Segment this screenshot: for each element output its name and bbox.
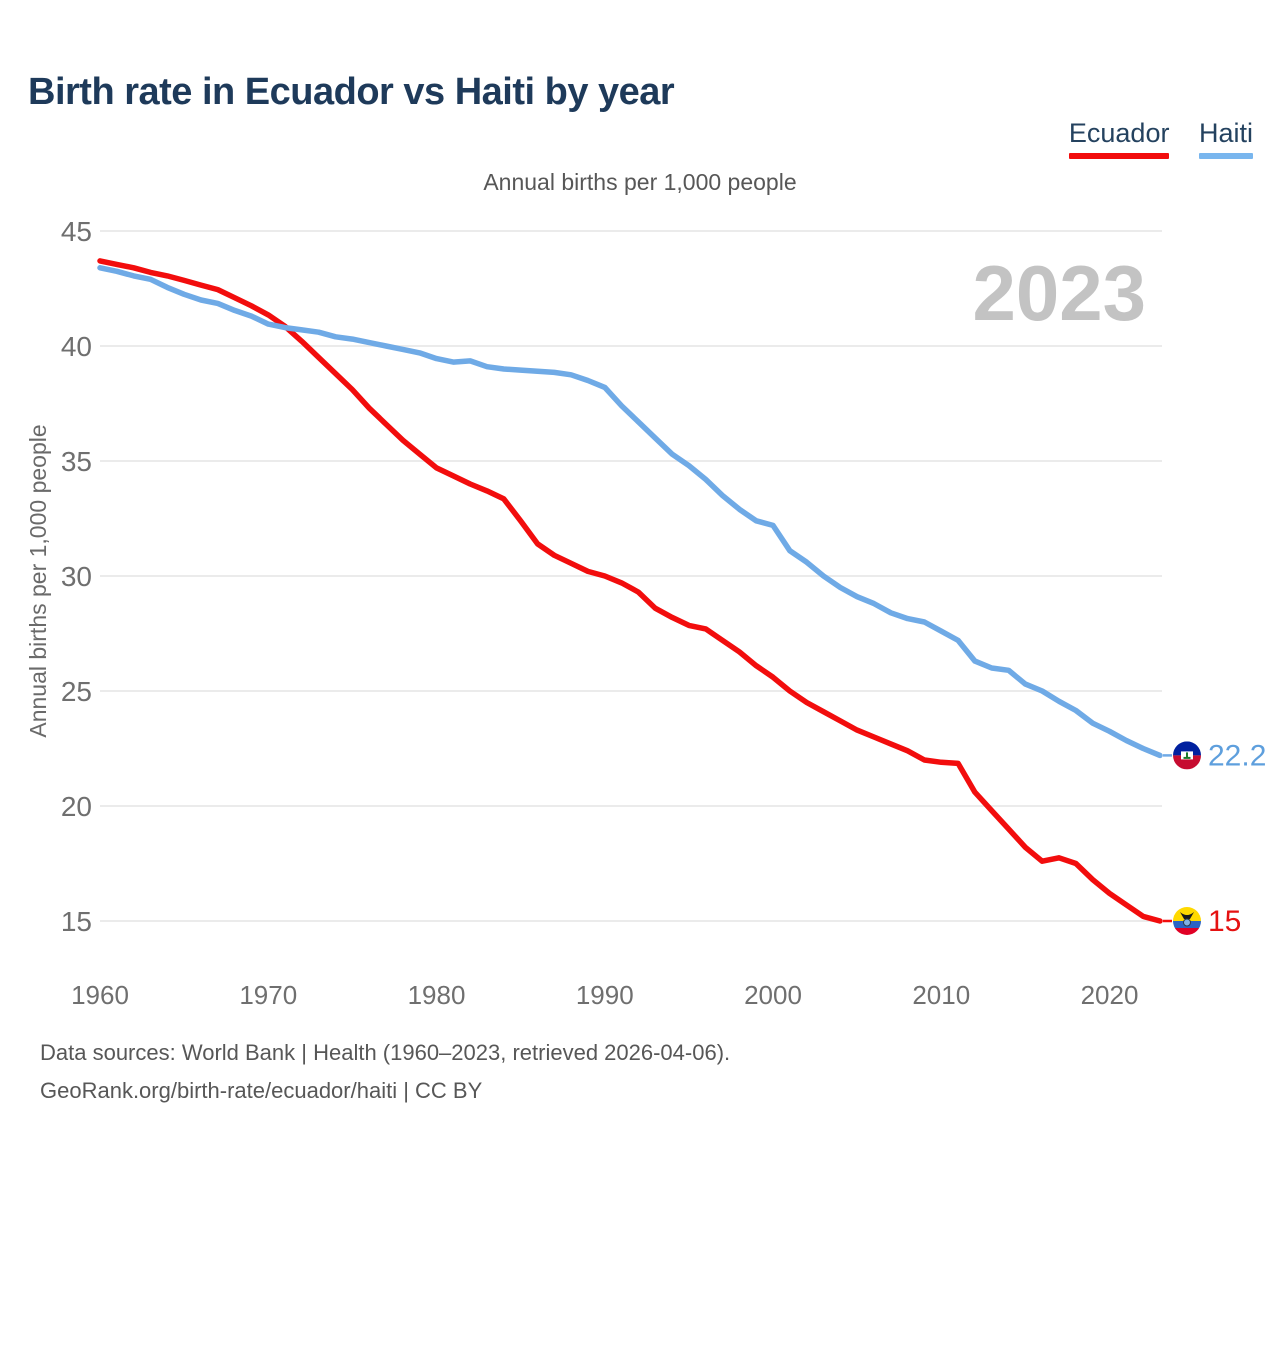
legend-label-ecuador: Ecuador [1068, 117, 1170, 148]
y-axis-tick-label: 30 [61, 561, 92, 592]
y-axis-tick-label: 45 [61, 216, 92, 247]
haiti-flag-icon [1173, 740, 1201, 769]
year-watermark: 2023 [972, 249, 1146, 337]
x-axis-tick-label: 2000 [744, 980, 802, 1010]
x-axis-tick-label: 2020 [1081, 980, 1139, 1010]
legend-label-haiti: Haiti [1198, 117, 1253, 148]
x-axis-tick-label: 2010 [912, 980, 970, 1010]
legend-underline-ecuador [1068, 152, 1170, 159]
x-axis-tick-label: 1960 [71, 980, 129, 1010]
chart-title: Birth rate in Ecuador vs Haiti by year [28, 71, 675, 113]
x-axis-tick-label: 1970 [239, 980, 297, 1010]
footer-sources: Data sources: World Bank | Health (1960–… [40, 1039, 731, 1065]
legend: Ecuador Haiti [0, 118, 1280, 159]
chart-subtitle: Annual births per 1,000 people [483, 168, 797, 195]
y-axis-tick-label: 20 [61, 791, 92, 822]
legend-item-ecuador[interactable]: Ecuador [1068, 117, 1170, 159]
footer: Data sources: World Bank | Health (1960–… [40, 1034, 1280, 1110]
haiti-end-value-label: 22.2 [1208, 739, 1266, 772]
page: Birth rate in Ecuador vs Haiti by year E… [0, 70, 1280, 1350]
y-axis-tick-label: 40 [61, 331, 92, 362]
x-axis-tick-label: 1990 [576, 980, 634, 1010]
y-axis-title: Annual births per 1,000 people [25, 424, 51, 737]
ecuador-line [97, 257, 1163, 924]
haiti-line [97, 264, 1163, 758]
legend-underline-haiti [1198, 152, 1253, 159]
x-axis-tick-label: 1980 [408, 980, 466, 1010]
y-axis-tick-label: 35 [61, 446, 92, 477]
ecuador-end-value-label: 15 [1208, 905, 1241, 938]
ecuador-flag-icon [1173, 906, 1201, 935]
footer-attribution: GeoRank.org/birth-rate/ecuador/haiti | C… [40, 1077, 483, 1103]
y-axis-tick-label: 15 [61, 906, 92, 937]
legend-item-haiti[interactable]: Haiti [1198, 117, 1253, 159]
line-chart: 45 40 35 30 25 20 15 1960 1970 1980 1990 2000 2010 20… [25, 216, 1266, 1010]
y-axis-tick-label: 25 [61, 676, 92, 707]
